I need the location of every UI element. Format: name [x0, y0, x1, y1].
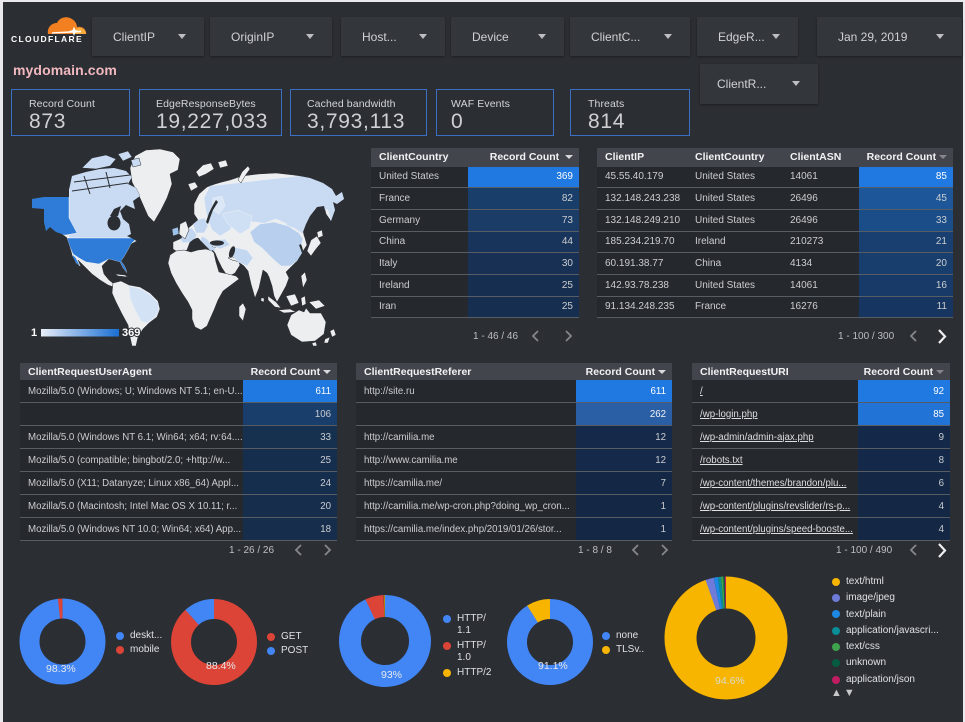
svg-text:369: 369: [122, 327, 140, 339]
svg-text:1: 1: [31, 327, 37, 339]
